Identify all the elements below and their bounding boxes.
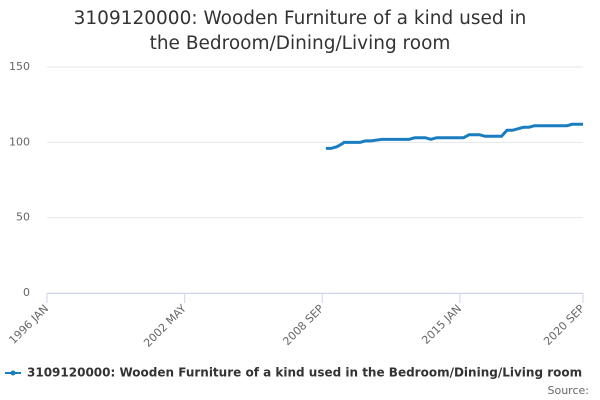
y-tick-label: 100 <box>9 135 30 148</box>
y-tick-label: 0 <box>23 286 30 299</box>
x-tick-label: 2008 SEP <box>280 302 326 348</box>
x-tick-label: 1996 JAN <box>6 302 51 347</box>
y-tick-label: 50 <box>16 211 30 224</box>
chart-title: 3109120000: Wooden Furniture of a kind u… <box>73 8 527 54</box>
x-tick-label: 2020 SEP <box>541 302 587 348</box>
x-tick-label: 2015 JAN <box>419 302 464 347</box>
legend-label: 3109120000: Wooden Furniture of a kind u… <box>27 366 582 380</box>
source: Source: <box>548 384 590 397</box>
x-tick-label: 2002 MAY <box>141 302 189 350</box>
series-line <box>325 122 583 150</box>
y-tick-label: 150 <box>9 60 30 73</box>
legend-marker <box>10 370 16 376</box>
